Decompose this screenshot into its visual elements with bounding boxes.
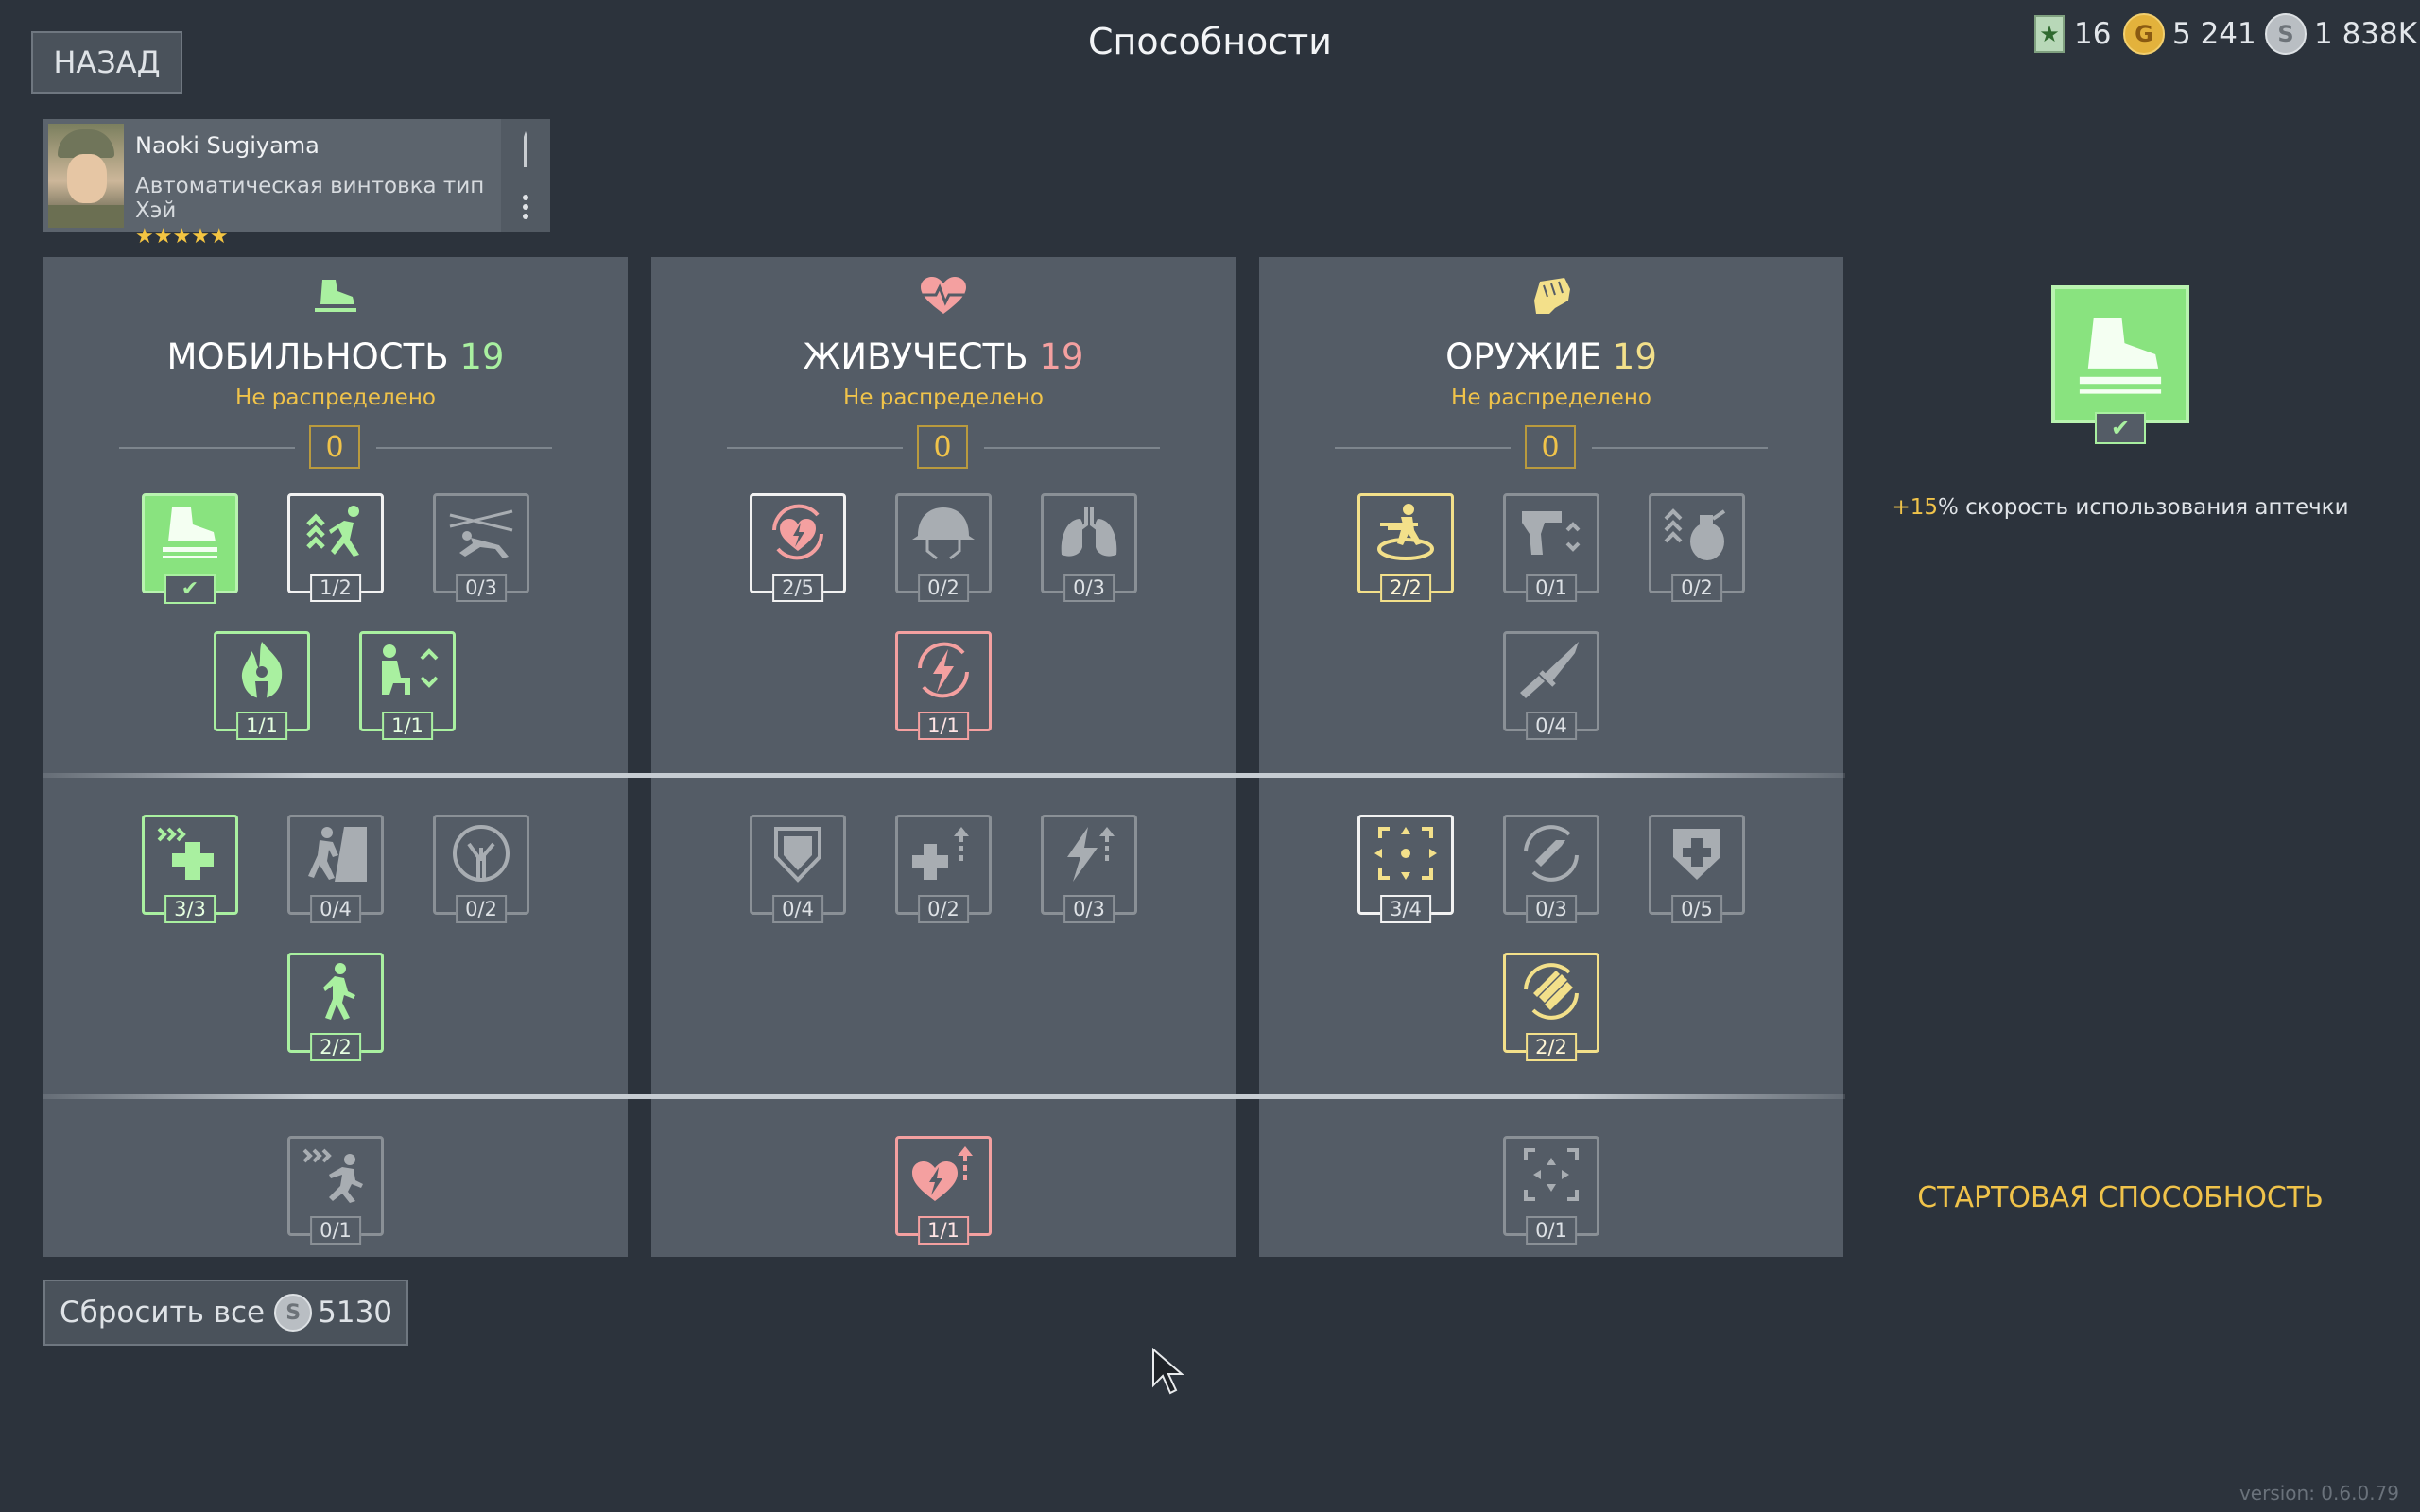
selected-check-icon: ✔ [2095, 412, 2146, 444]
skill-helmet[interactable]: 0/2 [895, 493, 992, 602]
skill-knife[interactable]: 0/4 [1503, 631, 1599, 740]
rank-counter: ★ 16 [2034, 13, 2111, 55]
silver-coin-icon: S [2265, 13, 2307, 55]
skill-energy-regen[interactable]: 1/1 [895, 631, 992, 740]
skill-boot[interactable]: ✔ [142, 493, 238, 604]
skill-pistol-swap[interactable]: 0/1 [1503, 493, 1599, 602]
mobility-unallocated-label: Не распределено [235, 386, 436, 410]
mobility-panel: МОБИЛЬНОСТЬ 19 Не распределено 0 ✔ 1/2 0… [43, 257, 628, 1257]
skill-crawl-wire[interactable]: 0/3 [433, 493, 529, 602]
character-weapon: Автоматическая винтовка тип Хэй [135, 174, 485, 223]
character-name: Naoki Sugiyama [135, 132, 320, 159]
weapon-title: ОРУЖИЕ 19 [1445, 336, 1657, 377]
selected-skill-description: +15% скорость использования аптечки [1892, 495, 2349, 520]
back-button[interactable]: НАЗАД [31, 31, 182, 94]
mobility-title: МОБИЛЬНОСТЬ 19 [166, 336, 505, 377]
reset-all-button[interactable]: Сбросить все S 5130 [43, 1280, 408, 1346]
more-icon[interactable] [521, 193, 530, 221]
skill-reload[interactable]: 0/3 [1503, 815, 1599, 923]
skill-focus[interactable]: 0/1 [1503, 1136, 1599, 1245]
skill-heart-regen[interactable]: 2/5 [750, 493, 846, 602]
skill-tree[interactable]: 0/2 [433, 815, 529, 923]
vitality-panel: ЖИВУЧЕСТЬ 19 Не распределено 0 2/5 0/2 0… [651, 257, 1236, 1257]
fist-icon [1259, 276, 1843, 325]
avatar [48, 124, 124, 228]
skill-climb[interactable]: 0/4 [287, 815, 384, 923]
skill-shield[interactable]: 0/4 [750, 815, 846, 923]
skill-walk[interactable]: 2/2 [287, 953, 384, 1061]
skill-jump[interactable]: 1/2 [287, 493, 384, 602]
silver-counter: S 1 838K [2265, 13, 2417, 55]
mobility-points: 0 [309, 425, 360, 469]
skill-heart-energy-up[interactable]: 1/1 [895, 1136, 992, 1245]
skill-lungs[interactable]: 0/3 [1041, 493, 1137, 602]
star-rank-icon: ★ [2034, 15, 2065, 53]
vitality-points: 0 [917, 425, 968, 469]
skill-fast-heal[interactable]: 3/3 [142, 815, 238, 923]
weapon-points: 0 [1525, 425, 1576, 469]
mouse-cursor-icon [1152, 1348, 1184, 1395]
skill-fire-resist[interactable]: 1/1 [214, 631, 310, 740]
boot-icon [2079, 318, 2162, 394]
silver-coin-icon: S [274, 1294, 313, 1332]
version-label: version: 0.6.0.79 [2238, 1482, 2399, 1504]
page-title: Способности [1087, 21, 1333, 62]
heart-pulse-icon [651, 276, 1236, 325]
skill-armor-heal[interactable]: 0/5 [1649, 815, 1745, 923]
starting-ability-label: СТАРТОВАЯ СПОСОБНОСТЬ [1917, 1181, 2324, 1214]
selected-check-icon: ✔ [164, 574, 216, 604]
vitality-title: ЖИВУЧЕСТЬ 19 [803, 336, 1084, 377]
tier-divider-1 [43, 773, 1845, 778]
character-menu[interactable] [501, 119, 550, 232]
skill-aim-move[interactable]: 2/2 [1357, 493, 1454, 602]
selected-skill-icon [2051, 285, 2189, 423]
skill-grenade[interactable]: 0/2 [1649, 493, 1745, 602]
weapon-panel: ОРУЖИЕ 19 Не распределено 0 2/2 0/1 0/2 … [1259, 257, 1843, 1257]
gold-counter: G 5 241 [2123, 13, 2256, 55]
character-stars: ★★★★★ [135, 225, 229, 249]
skill-kneel-swap[interactable]: 1/1 [359, 631, 456, 740]
character-card[interactable]: Naoki Sugiyama Автоматическая винтовка т… [43, 119, 550, 249]
skill-heal-up[interactable]: 0/2 [895, 815, 992, 923]
skill-energy-up[interactable]: 0/3 [1041, 815, 1137, 923]
skill-sprint[interactable]: 0/1 [287, 1136, 384, 1245]
skill-ammo-reload[interactable]: 2/2 [1503, 953, 1599, 1061]
skill-crosshair[interactable]: 3/4 [1357, 815, 1454, 923]
tier-divider-2 [43, 1094, 1845, 1099]
bullet-icon [524, 130, 527, 167]
boot-icon [43, 276, 628, 325]
gold-coin-icon: G [2123, 13, 2165, 55]
weapon-unallocated-label: Не распределено [1451, 386, 1651, 410]
vitality-unallocated-label: Не распределено [843, 386, 1044, 410]
